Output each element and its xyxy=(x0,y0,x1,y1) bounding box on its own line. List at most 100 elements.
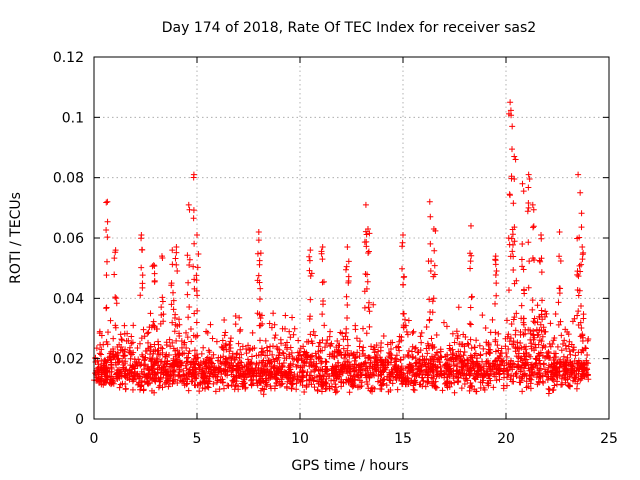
data-point xyxy=(122,372,129,379)
data-point xyxy=(537,374,544,381)
data-point xyxy=(213,338,220,345)
data-point xyxy=(561,360,568,367)
data-point xyxy=(328,377,335,384)
data-point xyxy=(539,333,546,340)
data-point-peak xyxy=(519,180,526,187)
data-point xyxy=(442,379,449,386)
data-point xyxy=(485,382,492,389)
data-point xyxy=(426,317,433,324)
data-point xyxy=(282,312,289,319)
data-point xyxy=(361,239,368,246)
data-point xyxy=(350,350,357,357)
data-point xyxy=(193,272,200,279)
data-point xyxy=(171,328,178,335)
data-point xyxy=(129,362,136,369)
data-point xyxy=(554,343,561,350)
y-tick-label: 0.02 xyxy=(53,352,84,368)
data-point xyxy=(530,223,537,230)
data-point-peak xyxy=(525,171,532,178)
data-point xyxy=(536,373,543,380)
data-point xyxy=(191,347,198,354)
data-point xyxy=(306,253,313,260)
data-point xyxy=(190,174,197,181)
data-point xyxy=(450,350,457,357)
data-point xyxy=(366,323,373,330)
data-point xyxy=(522,346,529,353)
data-point xyxy=(293,380,300,387)
data-point xyxy=(493,280,500,287)
data-point xyxy=(581,372,588,379)
data-point xyxy=(579,346,586,353)
data-point xyxy=(520,266,527,273)
data-point xyxy=(354,384,361,391)
data-point xyxy=(483,339,490,346)
data-point xyxy=(375,348,382,355)
x-tick-labels: 0 5 10 15 20 25 xyxy=(90,431,618,447)
data-point xyxy=(502,335,509,342)
data-point xyxy=(224,367,231,374)
data-point xyxy=(193,358,200,365)
data-point xyxy=(558,381,565,388)
data-point xyxy=(126,344,133,351)
data-point xyxy=(331,354,338,361)
data-point xyxy=(567,351,574,358)
data-point xyxy=(529,297,536,304)
data-point xyxy=(344,315,351,322)
data-point xyxy=(94,369,101,376)
data-point xyxy=(519,388,526,395)
data-point xyxy=(446,357,453,364)
data-point xyxy=(520,315,527,322)
data-point xyxy=(222,329,229,336)
data-point xyxy=(319,256,326,263)
data-point xyxy=(453,328,460,335)
data-point xyxy=(266,348,273,355)
data-point xyxy=(308,381,315,388)
data-point xyxy=(371,349,378,356)
data-point xyxy=(315,353,322,360)
data-point xyxy=(377,385,384,392)
data-point xyxy=(263,344,270,351)
data-point xyxy=(531,334,538,341)
data-point xyxy=(310,362,317,369)
data-point xyxy=(495,366,502,373)
data-point xyxy=(189,378,196,385)
data-point xyxy=(144,330,151,337)
data-point xyxy=(412,360,419,367)
data-point xyxy=(282,372,289,379)
data-point xyxy=(574,312,581,319)
data-point xyxy=(476,364,483,371)
data-point xyxy=(279,363,286,370)
data-point xyxy=(170,306,177,313)
data-point xyxy=(434,363,441,370)
data-point xyxy=(430,372,437,379)
data-point xyxy=(175,352,182,359)
data-point xyxy=(505,371,512,378)
data-point xyxy=(158,311,165,318)
data-point xyxy=(93,345,100,352)
data-point xyxy=(431,247,438,254)
data-point xyxy=(515,363,522,370)
data-point xyxy=(205,375,212,382)
data-point xyxy=(151,323,158,330)
data-point xyxy=(151,270,158,277)
data-point xyxy=(561,365,568,372)
data-point xyxy=(467,304,474,311)
data-point xyxy=(110,378,117,385)
data-point xyxy=(370,301,377,308)
data-point xyxy=(277,336,284,343)
data-point xyxy=(450,362,457,369)
data-point xyxy=(449,351,456,358)
data-point xyxy=(510,253,517,260)
data-point xyxy=(101,370,108,377)
data-point xyxy=(112,249,119,256)
data-point xyxy=(284,378,291,385)
data-point xyxy=(288,385,295,392)
data-point xyxy=(574,380,581,387)
data-point-peak xyxy=(362,201,369,208)
data-point xyxy=(520,188,527,195)
data-point xyxy=(578,325,585,332)
data-point xyxy=(130,322,137,329)
data-point xyxy=(579,256,586,263)
data-point xyxy=(271,321,278,328)
data-point xyxy=(410,328,417,335)
